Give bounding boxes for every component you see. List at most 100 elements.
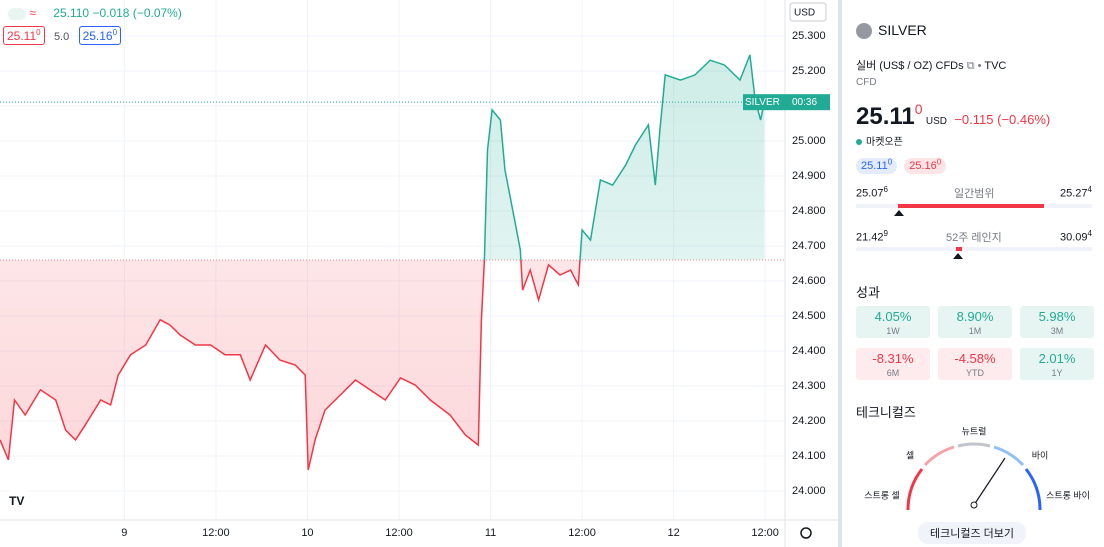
- ask-main: 25.16: [909, 159, 937, 172]
- more-button[interactable]: 테크니컬즈 더보기: [918, 522, 1027, 544]
- performance-value: -4.58%: [954, 351, 996, 366]
- performance-tile[interactable]: -4.58% YTD: [938, 348, 1012, 380]
- price-change: −0.115 (−0.46%): [954, 112, 1051, 127]
- symbol-row: SILVER: [856, 22, 927, 40]
- y-tick-label: 24.000: [792, 485, 826, 497]
- exchange: TVC: [984, 60, 1007, 72]
- quote-change: −0.018 (−0.07%): [92, 6, 182, 20]
- y-tick-label: 24.600: [792, 275, 826, 287]
- link-icon[interactable]: ⧉: [966, 60, 975, 72]
- performance-value: 8.90%: [956, 309, 994, 324]
- low-sup: 6: [883, 185, 888, 194]
- countdown-bg: [785, 94, 830, 111]
- y-tick-label: 24.500: [792, 310, 826, 322]
- status-row: 마켓오픈: [856, 133, 903, 148]
- gauge-strong-sell: [906, 468, 924, 511]
- performance-value: -8.31%: [872, 351, 914, 366]
- performance-tile[interactable]: 2.01% 1Y: [1020, 348, 1094, 380]
- symbol: SILVER: [878, 22, 927, 38]
- baseline-fill-down: [0, 260, 765, 470]
- year-range: 21.429 52주 레인지 30.094: [856, 229, 1092, 259]
- technicals-title: 테크니컬즈: [856, 405, 916, 420]
- x-tick-label: 9: [121, 527, 127, 539]
- performance-period: 1M: [968, 326, 982, 336]
- gauge-needle: [973, 457, 1006, 506]
- gauge-sell: [923, 445, 955, 467]
- ask: 25.160: [78, 26, 122, 45]
- bid-main: 25.11: [7, 29, 37, 43]
- gauge-buy: [993, 445, 1025, 467]
- settings-icon[interactable]: [800, 527, 812, 539]
- range-label: 일간범위: [954, 188, 995, 200]
- performance-period: 6M: [886, 368, 900, 378]
- x-tick-label: 11: [485, 527, 496, 539]
- y-tick-label: 25.000: [792, 135, 826, 147]
- x-tick-label: 10: [301, 527, 313, 539]
- icon: ≈: [29, 6, 36, 20]
- last-label-bg: [743, 94, 785, 111]
- performance-value: 5.98%: [1038, 309, 1076, 324]
- chips: 25.110 25.160: [856, 157, 947, 174]
- gauge-neutral: [957, 442, 991, 448]
- ask-chip: 25.160: [904, 157, 947, 174]
- symbol-panel: SILVER 실버 (US$ / OZ) CFDs ⧉ • TVC CFD 25…: [838, 0, 1104, 547]
- performance-period: 3M: [1050, 326, 1064, 336]
- high: 30.094: [1060, 229, 1092, 244]
- ask-sup: 0: [112, 28, 118, 37]
- range-marker: [894, 210, 904, 216]
- y-tick-label: 24.700: [792, 240, 826, 252]
- x-tick-label: 12:00: [385, 527, 413, 539]
- performance-period: 1W: [886, 326, 900, 336]
- legend-row: ≈ 25.110 −0.018 (−0.07%): [8, 6, 182, 20]
- low-sup: 9: [883, 229, 888, 238]
- performance-value: 4.05%: [874, 309, 912, 324]
- range-track: [856, 247, 1092, 251]
- price: 25.11: [856, 103, 915, 130]
- kind: CFD: [856, 77, 877, 88]
- performance-tile[interactable]: 5.98% 3M: [1020, 306, 1094, 338]
- currency-select[interactable]: [789, 2, 827, 22]
- y-tick-label: 24.200: [792, 415, 826, 427]
- high-main: 30.09: [1060, 231, 1088, 244]
- y-tick-label: 25.200: [792, 65, 826, 77]
- status-dot: [856, 139, 862, 145]
- x-tick-label: 12:00: [751, 527, 779, 539]
- bid-chip: 25.110: [856, 157, 898, 174]
- currency: USD: [794, 8, 815, 19]
- bid-ask-row: 25.110 5.0 25.160: [3, 26, 182, 45]
- range-marker: [953, 253, 963, 259]
- gauge-buy-label: 바이: [1032, 450, 1049, 460]
- chart: USD TV 24.000 24.100 24.200 24.300 24.400 24.…: [0, 0, 838, 547]
- bid-sup: 0: [887, 157, 893, 166]
- y-tick-label: 24.300: [792, 380, 826, 392]
- low: 21.42: [856, 231, 884, 244]
- price-line-down: [0, 260, 581, 471]
- y-tick-label: 24.800: [792, 205, 826, 217]
- bid-sup: 0: [36, 28, 41, 37]
- gauge-strong-sell-label: 스트롱 셀: [864, 490, 900, 500]
- price-sup: 0: [914, 101, 923, 117]
- x-tick-label: 12:00: [568, 527, 596, 539]
- gauge-pivot: [970, 501, 978, 509]
- price-line-up: [483, 54, 766, 260]
- bid: 25.110: [3, 26, 45, 45]
- legend: ≈ 25.110 −0.018 (−0.07%) 25.110 5.0 25.1…: [3, 6, 182, 45]
- range-track: [856, 204, 1092, 208]
- range-label: 52주 레인지: [946, 232, 1002, 244]
- performance-tile[interactable]: 8.90% 1M: [938, 306, 1012, 338]
- baseline-fill-up: [0, 54, 765, 260]
- last-label: SILVER: [745, 97, 780, 108]
- x-tick-label: 12:00: [202, 527, 230, 539]
- gauge-sell-label: 셀: [906, 450, 914, 460]
- low: 25.07: [856, 187, 884, 200]
- performance-tile[interactable]: -8.31% 6M: [856, 348, 930, 380]
- y-tick-label: 25.300: [792, 30, 826, 42]
- performance-tile[interactable]: 4.05% 1W: [856, 306, 930, 338]
- ask-sup: 0: [936, 157, 942, 166]
- gauge-strong-buy-label: 스트롱 바이: [1046, 490, 1090, 500]
- bid-main: 25.11: [861, 159, 888, 172]
- dot: •: [977, 60, 982, 72]
- status-dot: [8, 7, 26, 20]
- day-range: 25.076 일간범위 25.274: [856, 185, 1092, 216]
- ask-main: 25.16: [82, 29, 113, 43]
